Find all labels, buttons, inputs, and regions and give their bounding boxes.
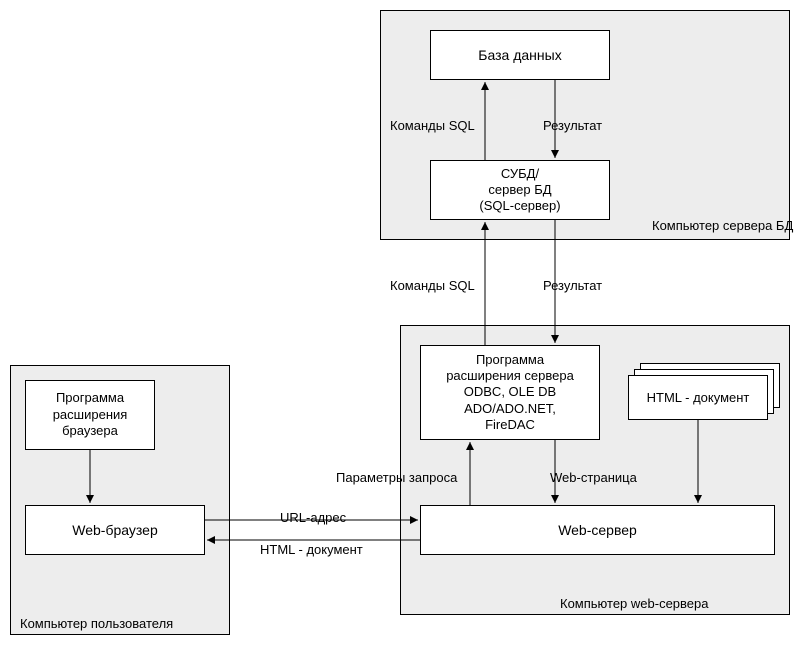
ext-l2: расширения сервера — [446, 368, 574, 384]
web-server-label: Компьютер web-сервера — [560, 596, 708, 611]
web-server-node: Web-сервер — [420, 505, 775, 555]
ext-l4: ADO/ADO.NET, — [446, 401, 574, 417]
browser-label: Web-браузер — [72, 522, 157, 538]
params-label: Параметры запроса — [336, 470, 457, 485]
bext-l2: расширения — [53, 407, 128, 424]
dbms-l3: (SQL-сервер) — [479, 198, 560, 214]
html-doc-node: HTML - документ — [628, 375, 768, 420]
bext-l3: браузера — [53, 423, 128, 440]
sql-cmd-1-label: Команды SQL — [390, 118, 475, 133]
web-server-box-label: Web-сервер — [558, 522, 637, 538]
result-1-label: Результат — [543, 118, 602, 133]
ext-server-node: Программа расширения сервера ODBC, OLE D… — [420, 345, 600, 440]
user-label: Компьютер пользователя — [20, 616, 173, 631]
ext-l1: Программа — [446, 352, 574, 368]
dbms-l2: сервер БД — [479, 182, 560, 198]
database-label: База данных — [478, 47, 561, 63]
database-node: База данных — [430, 30, 610, 80]
result-2-label: Результат — [543, 278, 602, 293]
html-doc-edge-label: HTML - документ — [260, 542, 363, 557]
html-doc-label: HTML - документ — [647, 390, 750, 405]
web-page-label: Web-страница — [550, 470, 637, 485]
ext-l5: FireDAC — [446, 417, 574, 433]
sql-cmd-2-label: Команды SQL — [390, 278, 475, 293]
db-server-label: Компьютер сервера БД — [652, 218, 793, 233]
url-label: URL-адрес — [280, 510, 346, 525]
browser-node: Web-браузер — [25, 505, 205, 555]
ext-l3: ODBC, OLE DB — [446, 384, 574, 400]
dbms-node: СУБД/ сервер БД (SQL-сервер) — [430, 160, 610, 220]
dbms-l1: СУБД/ — [479, 166, 560, 182]
bext-l1: Программа — [53, 390, 128, 407]
browser-ext-node: Программа расширения браузера — [25, 380, 155, 450]
